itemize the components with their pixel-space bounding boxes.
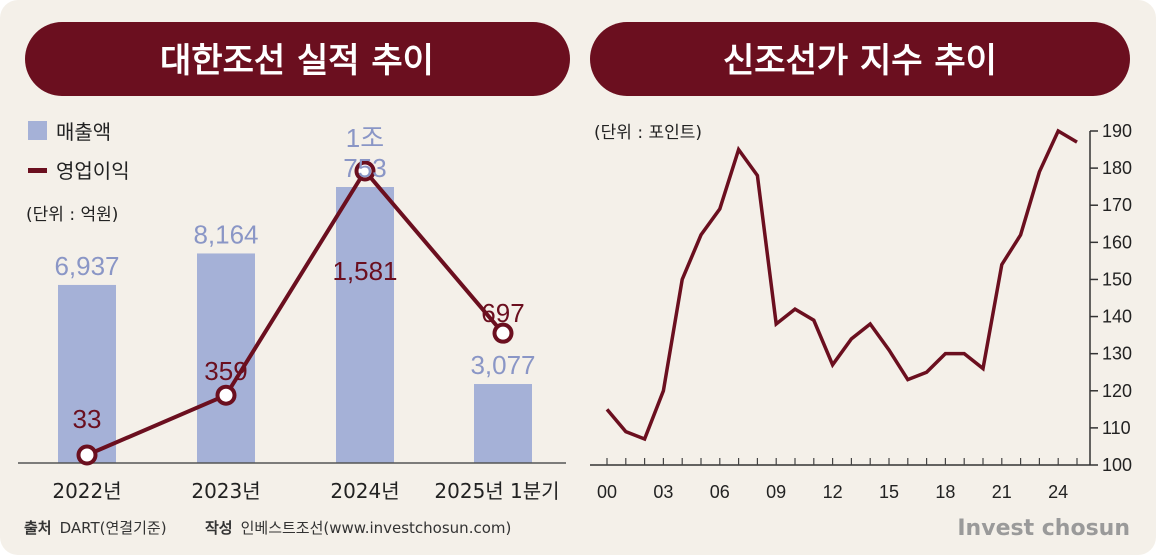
- right-x-tick-label: 15: [879, 482, 899, 502]
- operating-profit-value-label: 697: [481, 298, 524, 328]
- right-y-tick-label: 110: [1102, 418, 1131, 438]
- footer-source: 출처 DART(연결기준): [24, 519, 167, 537]
- revenue-bar: [58, 284, 116, 463]
- right-x-tick-label: 03: [653, 482, 673, 502]
- right-y-tick-label: 190: [1102, 121, 1132, 141]
- left-unit-note: (단위 : 억원): [26, 205, 118, 225]
- operating-profit-point: [215, 384, 237, 406]
- legend-bar-swatch: [28, 121, 47, 140]
- right-x-tick-label: 06: [710, 482, 730, 502]
- footer-source-label: 출처: [24, 519, 52, 537]
- newbuild-price-index-line: [605, 128, 1078, 442]
- operating-profit-point: [492, 322, 514, 344]
- right-x-tick-label: 21: [992, 482, 1012, 502]
- right-chart-title: 신조선가 지수 추이: [723, 41, 997, 81]
- brand-logo: Invest chosun: [957, 516, 1130, 541]
- right-y-tick-label: 170: [1102, 195, 1132, 215]
- operating-profit-value-label: 33: [73, 404, 102, 434]
- left-category-label: 2025년 1분기: [434, 479, 559, 503]
- revenue-value-label: 1조 753: [343, 123, 386, 183]
- right-x-tick-label: 18: [935, 482, 955, 502]
- right-x-tick-label: 09: [766, 482, 786, 502]
- right-y-tick-label: 130: [1102, 344, 1132, 364]
- right-y-tick-label: 140: [1102, 307, 1132, 327]
- left-category-label: 2023년: [191, 479, 260, 503]
- legend-operating-profit: 영업이익: [56, 159, 130, 183]
- right-x-tick-label: 00: [597, 482, 617, 502]
- right-x-tick-label: 24: [1048, 482, 1068, 502]
- left-chart-title: 대한조선 실적 추이: [160, 41, 434, 81]
- legend-line-swatch: [28, 168, 47, 173]
- operating-profit-point: [76, 444, 98, 466]
- right-y-tick-label: 120: [1102, 381, 1132, 401]
- right-y-tick-label: 150: [1102, 269, 1132, 289]
- revenue-value-label: 6,937: [54, 251, 119, 281]
- footer-author-label: 작성: [205, 519, 233, 537]
- revenue-bar: [474, 384, 532, 463]
- revenue-value-label: 8,164: [193, 219, 258, 249]
- right-title-banner: [590, 22, 1130, 96]
- footer-source-value: DART(연결기준): [60, 519, 167, 537]
- operating-profit-point: [354, 160, 376, 182]
- footer-author-value: 인베스트조선(www.investchosun.com): [241, 519, 512, 537]
- operating-profit-value-label: 359: [204, 356, 247, 386]
- right-y-tick-label: 160: [1102, 232, 1132, 252]
- operating-profit-value-label: 1,581: [332, 256, 397, 286]
- right-y-tick-label: 100: [1102, 455, 1132, 475]
- left-category-label: 2024년: [330, 479, 399, 503]
- revenue-value-label: 3,077: [470, 350, 535, 380]
- left-title-banner: [25, 22, 570, 96]
- operating-profit-line: [86, 169, 505, 457]
- legend-revenue: 매출액: [56, 120, 111, 144]
- right-y-tick-label: 180: [1102, 158, 1132, 178]
- left-category-label: 2022년: [52, 479, 121, 503]
- revenue-bar: [336, 187, 394, 463]
- right-unit-note: (단위 : 포인트): [594, 123, 702, 143]
- right-x-tick-label: 12: [823, 482, 843, 502]
- revenue-bar: [197, 253, 255, 463]
- footer-author: 작성 인베스트조선(www.investchosun.com): [205, 519, 511, 537]
